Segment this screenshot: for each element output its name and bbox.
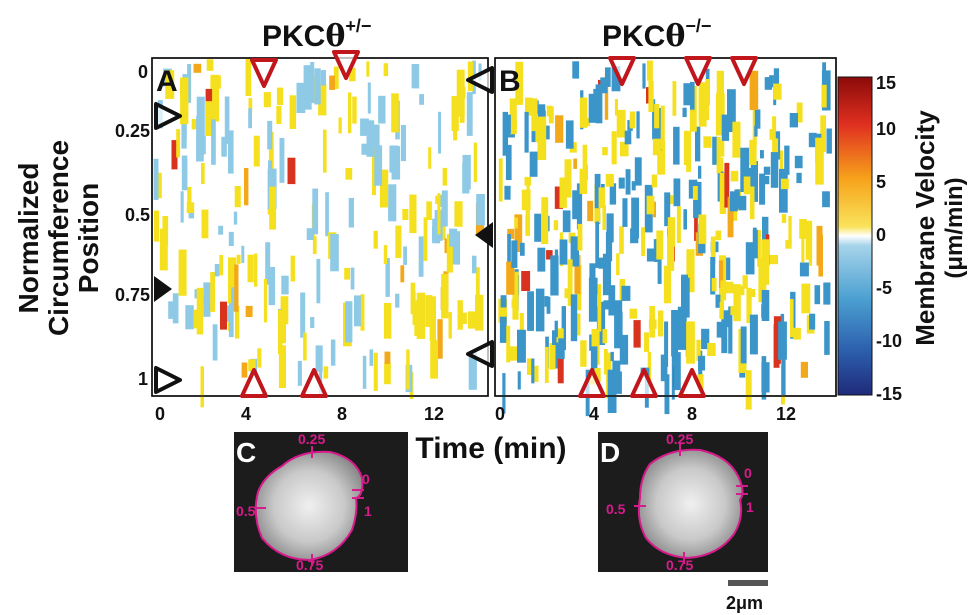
panel-d-outline xyxy=(637,448,744,560)
colorbar xyxy=(837,76,873,396)
x-axis-ticks-b: 0 4 8 12 xyxy=(495,404,796,424)
x-axis-label: Time (min) xyxy=(415,432,566,465)
colorbar-tick-10: 10 xyxy=(876,119,896,139)
y-tick-05: 0.5 xyxy=(125,205,150,225)
y-tick-1: 1 xyxy=(138,369,148,389)
panel-d-micrograph: 0.25 0 1 0.5 0.75 D xyxy=(598,431,768,573)
x-tick-a-12: 12 xyxy=(424,404,444,424)
panel-b-kymograph xyxy=(498,60,832,417)
colorbar-tick-m15: -15 xyxy=(876,384,902,404)
red-marker-top-icon xyxy=(684,56,712,86)
x-tick-b-12: 12 xyxy=(776,404,796,424)
panel-b-title: PKCθ−/− xyxy=(602,16,711,54)
svg-text:0: 0 xyxy=(362,471,370,487)
black-marker-right-icon xyxy=(154,366,182,394)
red-marker-top-icon xyxy=(730,56,758,86)
x-tick-a-0: 0 xyxy=(155,404,165,424)
panel-d-letter: D xyxy=(600,437,620,468)
x-tick-b-8: 8 xyxy=(687,404,697,424)
svg-text:Position: Position xyxy=(73,183,104,293)
panel-c-outline xyxy=(254,450,364,562)
y-tick-025: 0.25 xyxy=(115,121,150,141)
x-tick-a-8: 8 xyxy=(337,404,347,424)
panel-a-kymograph xyxy=(153,59,485,408)
svg-text:0.75: 0.75 xyxy=(666,557,693,573)
svg-text:1: 1 xyxy=(746,499,754,515)
x-axis-ticks-a: 0 4 8 12 xyxy=(155,404,444,424)
panel-c-letter: C xyxy=(236,437,256,468)
y-tick-075: 0.75 xyxy=(115,285,150,305)
red-marker-top-icon xyxy=(250,58,278,88)
black-marker-right-icon xyxy=(154,102,182,130)
red-marker-bottom-icon xyxy=(630,368,658,398)
red-marker-top-icon xyxy=(332,50,360,80)
svg-text:0.25: 0.25 xyxy=(666,431,693,447)
svg-text:0.5: 0.5 xyxy=(606,501,626,517)
black-marker-filled-icon xyxy=(475,222,493,248)
colorbar-tick-0: 0 xyxy=(876,225,886,245)
svg-text:Circumference: Circumference xyxy=(43,140,74,336)
red-marker-bottom-icon xyxy=(300,368,328,398)
scale-bar-label: 2μm xyxy=(726,593,763,613)
svg-text:0.25: 0.25 xyxy=(298,431,325,447)
panel-a-letter: A xyxy=(156,65,178,98)
colorbar-tick-m5: -5 xyxy=(876,278,892,298)
red-marker-bottom-icon xyxy=(240,368,268,398)
svg-text:0: 0 xyxy=(744,465,752,481)
black-marker-left-icon xyxy=(466,340,494,368)
colorbar-ticks: 15 10 5 0 -5 -10 -15 xyxy=(876,73,902,404)
black-marker-left-icon xyxy=(466,66,494,94)
svg-text:Normalized: Normalized xyxy=(13,163,44,314)
y-tick-0: 0 xyxy=(138,62,148,82)
colorbar-tick-15: 15 xyxy=(876,73,896,93)
colorbar-tick-m10: -10 xyxy=(876,331,902,351)
panel-a-title: PKCθ+/− xyxy=(262,16,371,54)
red-marker-bottom-icon xyxy=(578,368,606,398)
y-axis-label: Normalized Circumference Position xyxy=(13,140,104,336)
colorbar-tick-5: 5 xyxy=(876,172,886,192)
x-tick-b-0: 0 xyxy=(495,404,505,424)
panel-c-micrograph: 0.25 0 1 0.5 0.75 C xyxy=(234,431,408,573)
scale-bar xyxy=(728,580,768,586)
svg-text:1: 1 xyxy=(364,503,372,519)
svg-text:Membrane Velocity: Membrane Velocity xyxy=(910,110,940,346)
svg-text:0.75: 0.75 xyxy=(296,557,323,573)
colorbar-label: Membrane Velocity (μm/min) xyxy=(910,110,968,346)
x-tick-a-4: 4 xyxy=(241,404,251,424)
red-marker-bottom-icon xyxy=(678,368,706,398)
x-tick-b-4: 4 xyxy=(589,404,599,424)
black-marker-filled-icon xyxy=(154,276,172,302)
panel-b-letter: B xyxy=(499,65,521,98)
svg-text:0.5: 0.5 xyxy=(236,503,256,519)
event-markers xyxy=(154,50,758,398)
y-axis-ticks: 0 0.25 0.5 0.75 1 xyxy=(115,62,150,389)
red-marker-top-icon xyxy=(608,56,636,86)
svg-text:(μm/min): (μm/min) xyxy=(941,177,968,278)
